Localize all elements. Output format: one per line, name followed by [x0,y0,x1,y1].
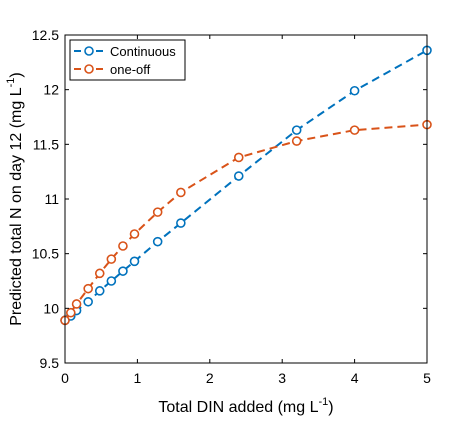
y-tick-label: 12 [43,82,59,98]
x-axis-label: Total DIN added (mg L-1) [158,396,333,416]
data-point-continuous [94,286,105,296]
data-point-one-off [152,207,163,217]
y-tick-label: 9.5 [40,355,60,371]
legend-marker-continuous [84,46,94,56]
x-axis-label-superscript: -1 [318,396,328,408]
data-point-continuous [349,85,360,96]
x-tick-label: 2 [206,370,214,386]
legend: Continuous one-off [69,39,186,81]
y-axis-label-main: Predicted total N on day 12 (mg L [8,87,25,325]
y-axis-label-superscript: -1 [5,78,17,88]
legend-label-one-off: one-off [110,62,151,77]
legend-marker-one-off [84,64,94,74]
y-axis-label: Predicted total N on day 12 (mg L-1) [5,72,25,325]
data-point-one-off [65,307,76,318]
data-point-one-off [118,241,128,251]
y-tick-label: 12.5 [32,27,59,43]
x-axis-label-main: Total DIN added (mg L [158,399,318,416]
data-point-continuous [152,236,163,247]
data-point-continuous [129,256,140,267]
data-point-one-off [291,136,302,146]
data-point-one-off [94,268,105,279]
data-point-one-off [176,187,186,198]
x-tick-label: 1 [134,370,142,386]
data-point-one-off [349,125,360,135]
x-axis-label-closing: ) [328,399,333,416]
data-point-continuous [176,218,186,228]
y-axis-label-closing: ) [8,72,25,77]
data-point-continuous [106,276,117,286]
data-point-one-off [83,283,93,294]
data-point-one-off [233,152,244,163]
legend-label-continuous: Continuous [110,44,176,59]
data-point-continuous [291,125,302,135]
y-tick-label: 10.5 [32,246,59,262]
x-tick-label: 5 [423,370,431,386]
y-tick-label: 10 [43,300,59,316]
data-point-one-off [71,299,82,309]
data-point-continuous [233,171,244,181]
y-tick-label: 11.5 [33,136,59,152]
series-line-one-off [64,123,428,321]
data-point-continuous [118,266,128,276]
x-tick-label: 3 [278,370,286,386]
x-tick-label: 0 [61,370,69,386]
plot-area [65,35,427,363]
data-point-one-off [106,254,117,264]
y-tick-label: 11 [44,191,59,207]
series-layer [60,45,432,326]
x-tick-label: 4 [351,370,359,386]
data-point-continuous [83,296,93,307]
data-point-one-off [129,229,140,239]
